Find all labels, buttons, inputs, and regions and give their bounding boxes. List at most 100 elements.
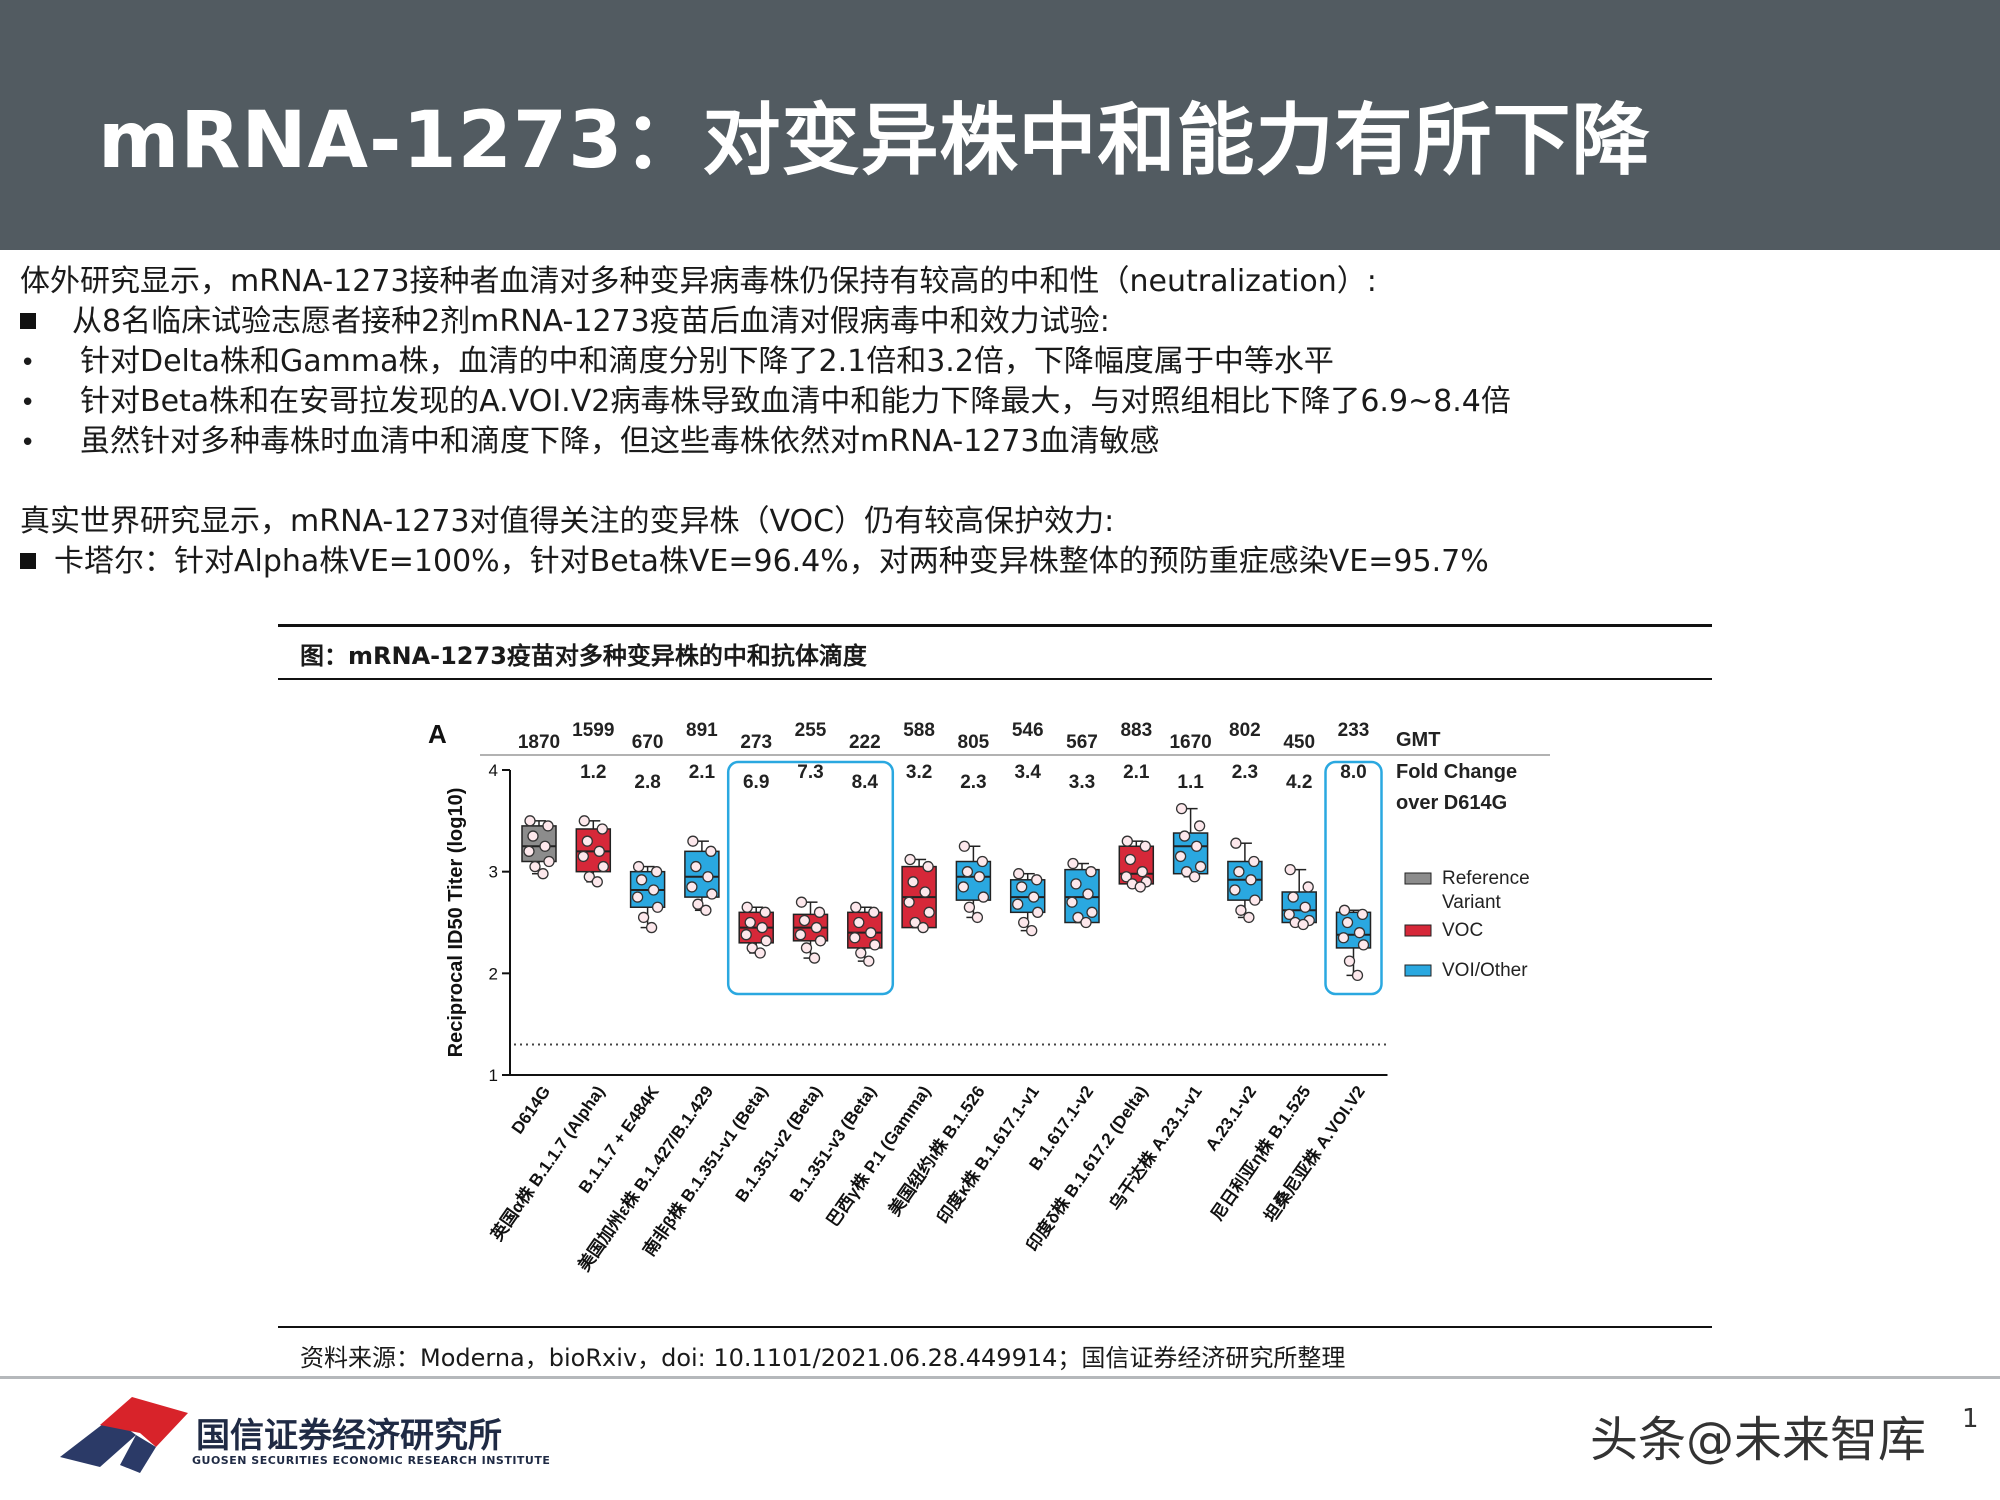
y-axis-label: Reciprocal ID50 Titer (log10) xyxy=(445,788,467,1058)
title-bar: mRNA-1273：对变异株中和能力有所下降 xyxy=(0,0,2000,250)
data-point xyxy=(922,860,934,873)
data-point xyxy=(1018,916,1030,929)
data-point xyxy=(597,860,609,873)
fold-header: Fold Change xyxy=(1396,761,1517,783)
gmt-value: 1599 xyxy=(572,720,614,741)
y-tick-label: 3 xyxy=(489,863,498,882)
data-point xyxy=(1066,896,1078,908)
bullet-1-text: 从8名临床试验志愿者接种2剂mRNA-1273疫苗后血清对假病毒中和效力试验: xyxy=(72,304,1110,339)
data-point xyxy=(1338,904,1351,916)
highlight-box-1 xyxy=(726,760,895,996)
dot-bullet-icon: • xyxy=(20,428,36,458)
data-point xyxy=(1032,906,1044,918)
data-point xyxy=(865,927,877,939)
y-tick-label: 1 xyxy=(489,1066,498,1085)
page-number: 1 xyxy=(1962,1404,1979,1434)
data-point xyxy=(741,901,753,913)
data-point xyxy=(863,955,875,967)
fold-change-value: 4.2 xyxy=(1286,772,1312,793)
data-point xyxy=(543,855,555,868)
data-point xyxy=(1174,850,1187,863)
fold-change-value: 7.3 xyxy=(797,762,823,783)
sub-bullet-1: • 针对Delta株和Gamma株，血清的中和滴度分别下降了2.1倍和3.2倍，下… xyxy=(20,342,1334,383)
data-point xyxy=(1287,891,1299,903)
fold-change-value: 2.8 xyxy=(634,772,660,793)
sub-bullet-1-text: 针对Delta株和Gamma株，血清的中和滴度分别下降了2.1倍和3.2倍，下降… xyxy=(80,344,1334,379)
fold-change-value: 3.2 xyxy=(906,762,932,783)
legend-swatch-voc xyxy=(1404,924,1432,937)
data-point xyxy=(1190,840,1203,852)
data-point xyxy=(961,866,974,878)
intro-text-2: 真实世界研究显示，mRNA-1273对值得关注的变异株（VOC）仍有较高保护效力… xyxy=(20,504,1115,539)
data-point xyxy=(1180,866,1193,878)
data-point xyxy=(810,921,823,934)
data-point xyxy=(1341,916,1354,929)
fold-change-value: 3.3 xyxy=(1069,772,1095,793)
sub-bullet-3: • 虽然针对多种毒株时血清中和滴度下降，但这些毒株依然对mRNA-1273血清敏感 xyxy=(20,422,1160,463)
intro-text-1: 体外研究显示，mRNA-1273接种者血清对多种变异病毒株仍保持有较高的中和性（… xyxy=(20,264,1377,299)
data-point xyxy=(537,868,549,880)
data-point xyxy=(529,860,541,873)
square-bullet-icon xyxy=(20,313,36,329)
data-point xyxy=(1082,888,1094,900)
data-point xyxy=(706,888,718,900)
source-note: 资料来源：Moderna，bioRxiv，doi: 10.1101/2021.0… xyxy=(300,1344,1346,1372)
data-point xyxy=(542,820,554,832)
data-point xyxy=(1193,820,1206,832)
data-point xyxy=(1134,881,1146,893)
square-bullet-icon xyxy=(20,553,36,569)
data-point xyxy=(903,896,915,908)
data-point xyxy=(1120,871,1132,883)
data-point xyxy=(917,921,929,934)
data-point xyxy=(1194,860,1207,873)
legend-swatch-voi xyxy=(1404,964,1432,977)
data-point xyxy=(746,942,758,954)
x-category-label: 乌干达株 A.23.1-v1 xyxy=(1105,1082,1206,1214)
data-point xyxy=(1136,866,1148,878)
x-category-label: 美国纽约ι株 B.1.526 xyxy=(884,1082,989,1220)
bullet-2-text: 卡塔尔：针对Alpha株VE=100%，针对Beta株VE=96.4%，对两种变… xyxy=(54,544,1489,579)
fold-change-value: 8.4 xyxy=(852,772,879,793)
data-point xyxy=(1086,906,1098,918)
data-point xyxy=(1337,932,1350,944)
data-point xyxy=(760,935,772,947)
data-point xyxy=(1124,853,1136,866)
panel-label: A xyxy=(428,719,447,749)
data-point xyxy=(853,916,865,929)
gmt-header: GMT xyxy=(1396,729,1440,751)
guosen-logo-icon xyxy=(60,1397,188,1473)
fold-change-value: 2.3 xyxy=(1232,762,1258,783)
data-point xyxy=(868,906,880,918)
logo-text-cn: 国信证券经济研究所 xyxy=(196,1416,502,1456)
data-point xyxy=(957,881,970,893)
data-point xyxy=(1230,837,1242,849)
gmt-value: 802 xyxy=(1229,720,1261,741)
legend-label-ref-2: Variant xyxy=(1442,892,1502,913)
data-point xyxy=(591,876,603,888)
legend-swatch-ref xyxy=(1404,872,1432,885)
sub-bullet-3-text: 虽然针对多种毒株时血清中和滴度下降，但这些毒株依然对mRNA-1273血清敏感 xyxy=(80,424,1160,459)
fold-change-value: 1.2 xyxy=(580,762,606,783)
legend-label-ref: Reference xyxy=(1442,868,1530,889)
data-point xyxy=(647,884,660,896)
data-point xyxy=(1248,855,1260,868)
gmt-value: 588 xyxy=(903,720,935,741)
data-point xyxy=(593,845,605,857)
gmt-value: 567 xyxy=(1066,732,1098,753)
fold-change-value: 2.3 xyxy=(960,772,986,793)
data-point xyxy=(923,906,935,918)
data-point xyxy=(1178,830,1191,842)
data-point xyxy=(1283,908,1295,921)
data-point xyxy=(976,855,989,868)
page-title: mRNA-1273：对变异株中和能力有所下降 xyxy=(98,96,1651,186)
data-point xyxy=(687,835,699,847)
data-point xyxy=(909,916,921,929)
gmt-value: 273 xyxy=(740,732,772,753)
data-point xyxy=(635,874,648,886)
data-point xyxy=(744,916,756,929)
data-point xyxy=(808,952,821,964)
data-point xyxy=(1233,866,1245,878)
data-point xyxy=(907,876,919,888)
data-point xyxy=(1070,878,1082,890)
x-category-label: D614G xyxy=(508,1082,554,1137)
